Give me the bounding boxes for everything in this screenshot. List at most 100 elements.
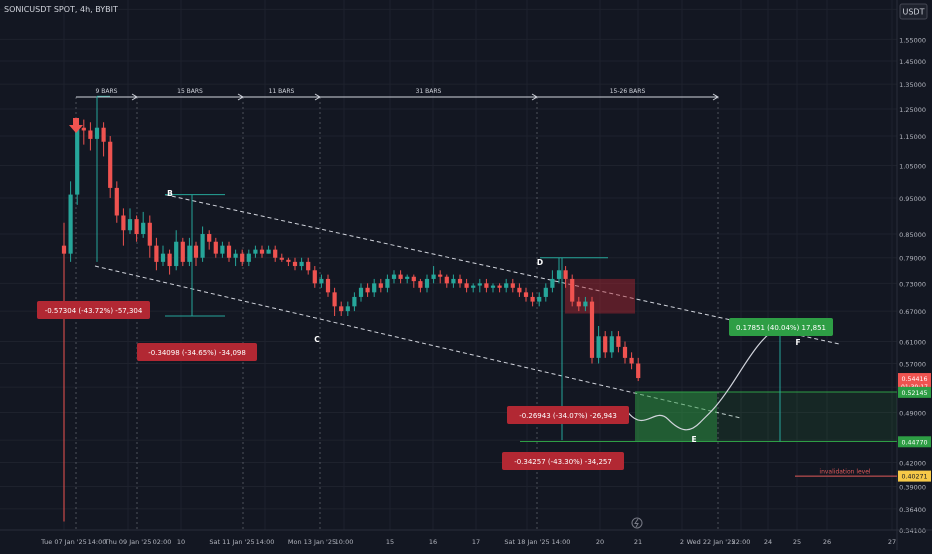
price-tick-label: 0.34100 <box>899 527 926 535</box>
candle-body <box>345 306 350 312</box>
price-tick-label: 1.05000 <box>899 163 926 171</box>
candle-body <box>273 249 278 258</box>
candle-body <box>477 283 482 286</box>
candle-body <box>108 141 113 188</box>
price-tick-label: 0.61000 <box>899 339 926 347</box>
candle-body <box>609 336 614 353</box>
candle-body <box>127 219 133 231</box>
candle-body <box>378 283 383 288</box>
candle-body <box>358 287 364 297</box>
candle-body <box>332 292 337 307</box>
measure-label-box <box>37 301 150 319</box>
measure-label-box <box>502 452 624 470</box>
price-tick-label: 1.15000 <box>899 133 926 141</box>
candle-body <box>174 241 179 267</box>
currency-button[interactable]: USDT <box>903 8 925 17</box>
candle-body <box>444 276 449 284</box>
price-badge-value: 0.52145 <box>901 390 927 397</box>
price-badge: 0.44770 <box>898 436 931 448</box>
candle-body <box>147 222 152 246</box>
candle-body <box>398 274 403 279</box>
candle-body <box>352 296 357 307</box>
time-tick-label: 14:00 <box>256 538 275 546</box>
candle-body <box>193 245 199 258</box>
candle-body <box>213 241 218 254</box>
candle-body <box>88 130 93 139</box>
candle-body <box>134 219 139 235</box>
candle-body <box>451 278 456 284</box>
candle-body <box>583 301 588 307</box>
price-tick-label: 0.42000 <box>899 459 926 467</box>
price-tick-label: 0.39000 <box>899 483 926 491</box>
price-tick-label: 0.73000 <box>899 280 926 288</box>
candle-body <box>537 296 542 302</box>
candle-body <box>187 245 192 262</box>
wave-point-label: D <box>537 258 543 267</box>
time-tick-label: 10 <box>177 538 185 546</box>
symbol-line: SONICUSDT SPOT, 4h, BYBIT <box>4 5 118 14</box>
candle-body <box>180 241 185 262</box>
time-tick-label: 21 <box>634 538 642 546</box>
price-axis[interactable]: 1.700001.550001.450001.350001.250001.150… <box>896 0 931 550</box>
candle-body <box>391 274 397 279</box>
resistance-zone <box>565 278 635 314</box>
time-tick-label: 20 <box>596 538 604 546</box>
candle-body <box>471 285 476 288</box>
bars-count-label: 9 BARS <box>96 88 118 95</box>
bars-count-label: 11 BARS <box>269 88 295 95</box>
price-badge-bg <box>898 386 931 398</box>
candle-body <box>319 278 324 284</box>
candle-body <box>365 287 370 293</box>
candle-body <box>200 234 205 258</box>
price-tick-label: 0.79000 <box>899 255 926 263</box>
price-badge-value: 0.40271 <box>901 474 927 481</box>
candle-body <box>306 261 311 271</box>
labels-layer: 9 BARS 15 BARS 11 BARS 31 BARS 15-26 BARS B C D… <box>37 88 871 529</box>
candle-body <box>589 301 595 358</box>
sell-arrow-icon <box>69 118 83 133</box>
candles-layer <box>61 96 641 522</box>
candle-body <box>464 283 469 288</box>
price-badge-value: 0.54416 <box>901 376 927 383</box>
candle-body <box>431 274 436 279</box>
candle-body <box>233 253 238 258</box>
lightning-icon-glyph <box>634 518 639 528</box>
candle-body <box>510 283 515 288</box>
candle-body <box>292 261 298 267</box>
candle-body <box>121 215 126 231</box>
candle-body <box>94 127 100 139</box>
price-tick-label: 0.95000 <box>899 195 926 203</box>
wave-point-label: C <box>314 335 320 344</box>
candle-body <box>405 276 410 279</box>
candle-body <box>530 296 535 302</box>
candle-body <box>220 245 225 254</box>
price-tick-label: 1.45000 <box>899 58 926 66</box>
measure-label: -0.57304 (-43.72%) -57,304 <box>45 307 143 315</box>
candle-body <box>457 278 463 284</box>
wave-point-label: B <box>167 189 173 198</box>
time-tick-label: Tue 07 Jan '25 <box>40 538 87 546</box>
candle-body <box>616 336 621 347</box>
channel-upper-line <box>164 194 841 345</box>
candle-body <box>603 336 608 353</box>
price-tick-label: 0.57000 <box>899 361 926 369</box>
time-tick-label: Sat 18 Jan '25 <box>504 538 549 546</box>
candle-body <box>279 257 284 260</box>
price-badge-value: 0.44770 <box>901 439 927 446</box>
candle-body <box>596 336 601 358</box>
candle-body <box>339 306 344 312</box>
wave-point-label: F <box>795 338 800 347</box>
candle-body <box>299 261 304 267</box>
candle-body <box>226 245 232 258</box>
currency-button-bg[interactable] <box>899 3 928 20</box>
time-tick-label: 02:00 <box>153 538 172 546</box>
candle-body <box>517 287 522 293</box>
candle-body <box>490 285 496 288</box>
candle-body <box>411 276 416 282</box>
bars-count-label: 15-26 BARS <box>610 88 646 95</box>
price-tick-label: 0.49000 <box>899 410 926 418</box>
price-tick-label: 0.67000 <box>899 308 926 316</box>
